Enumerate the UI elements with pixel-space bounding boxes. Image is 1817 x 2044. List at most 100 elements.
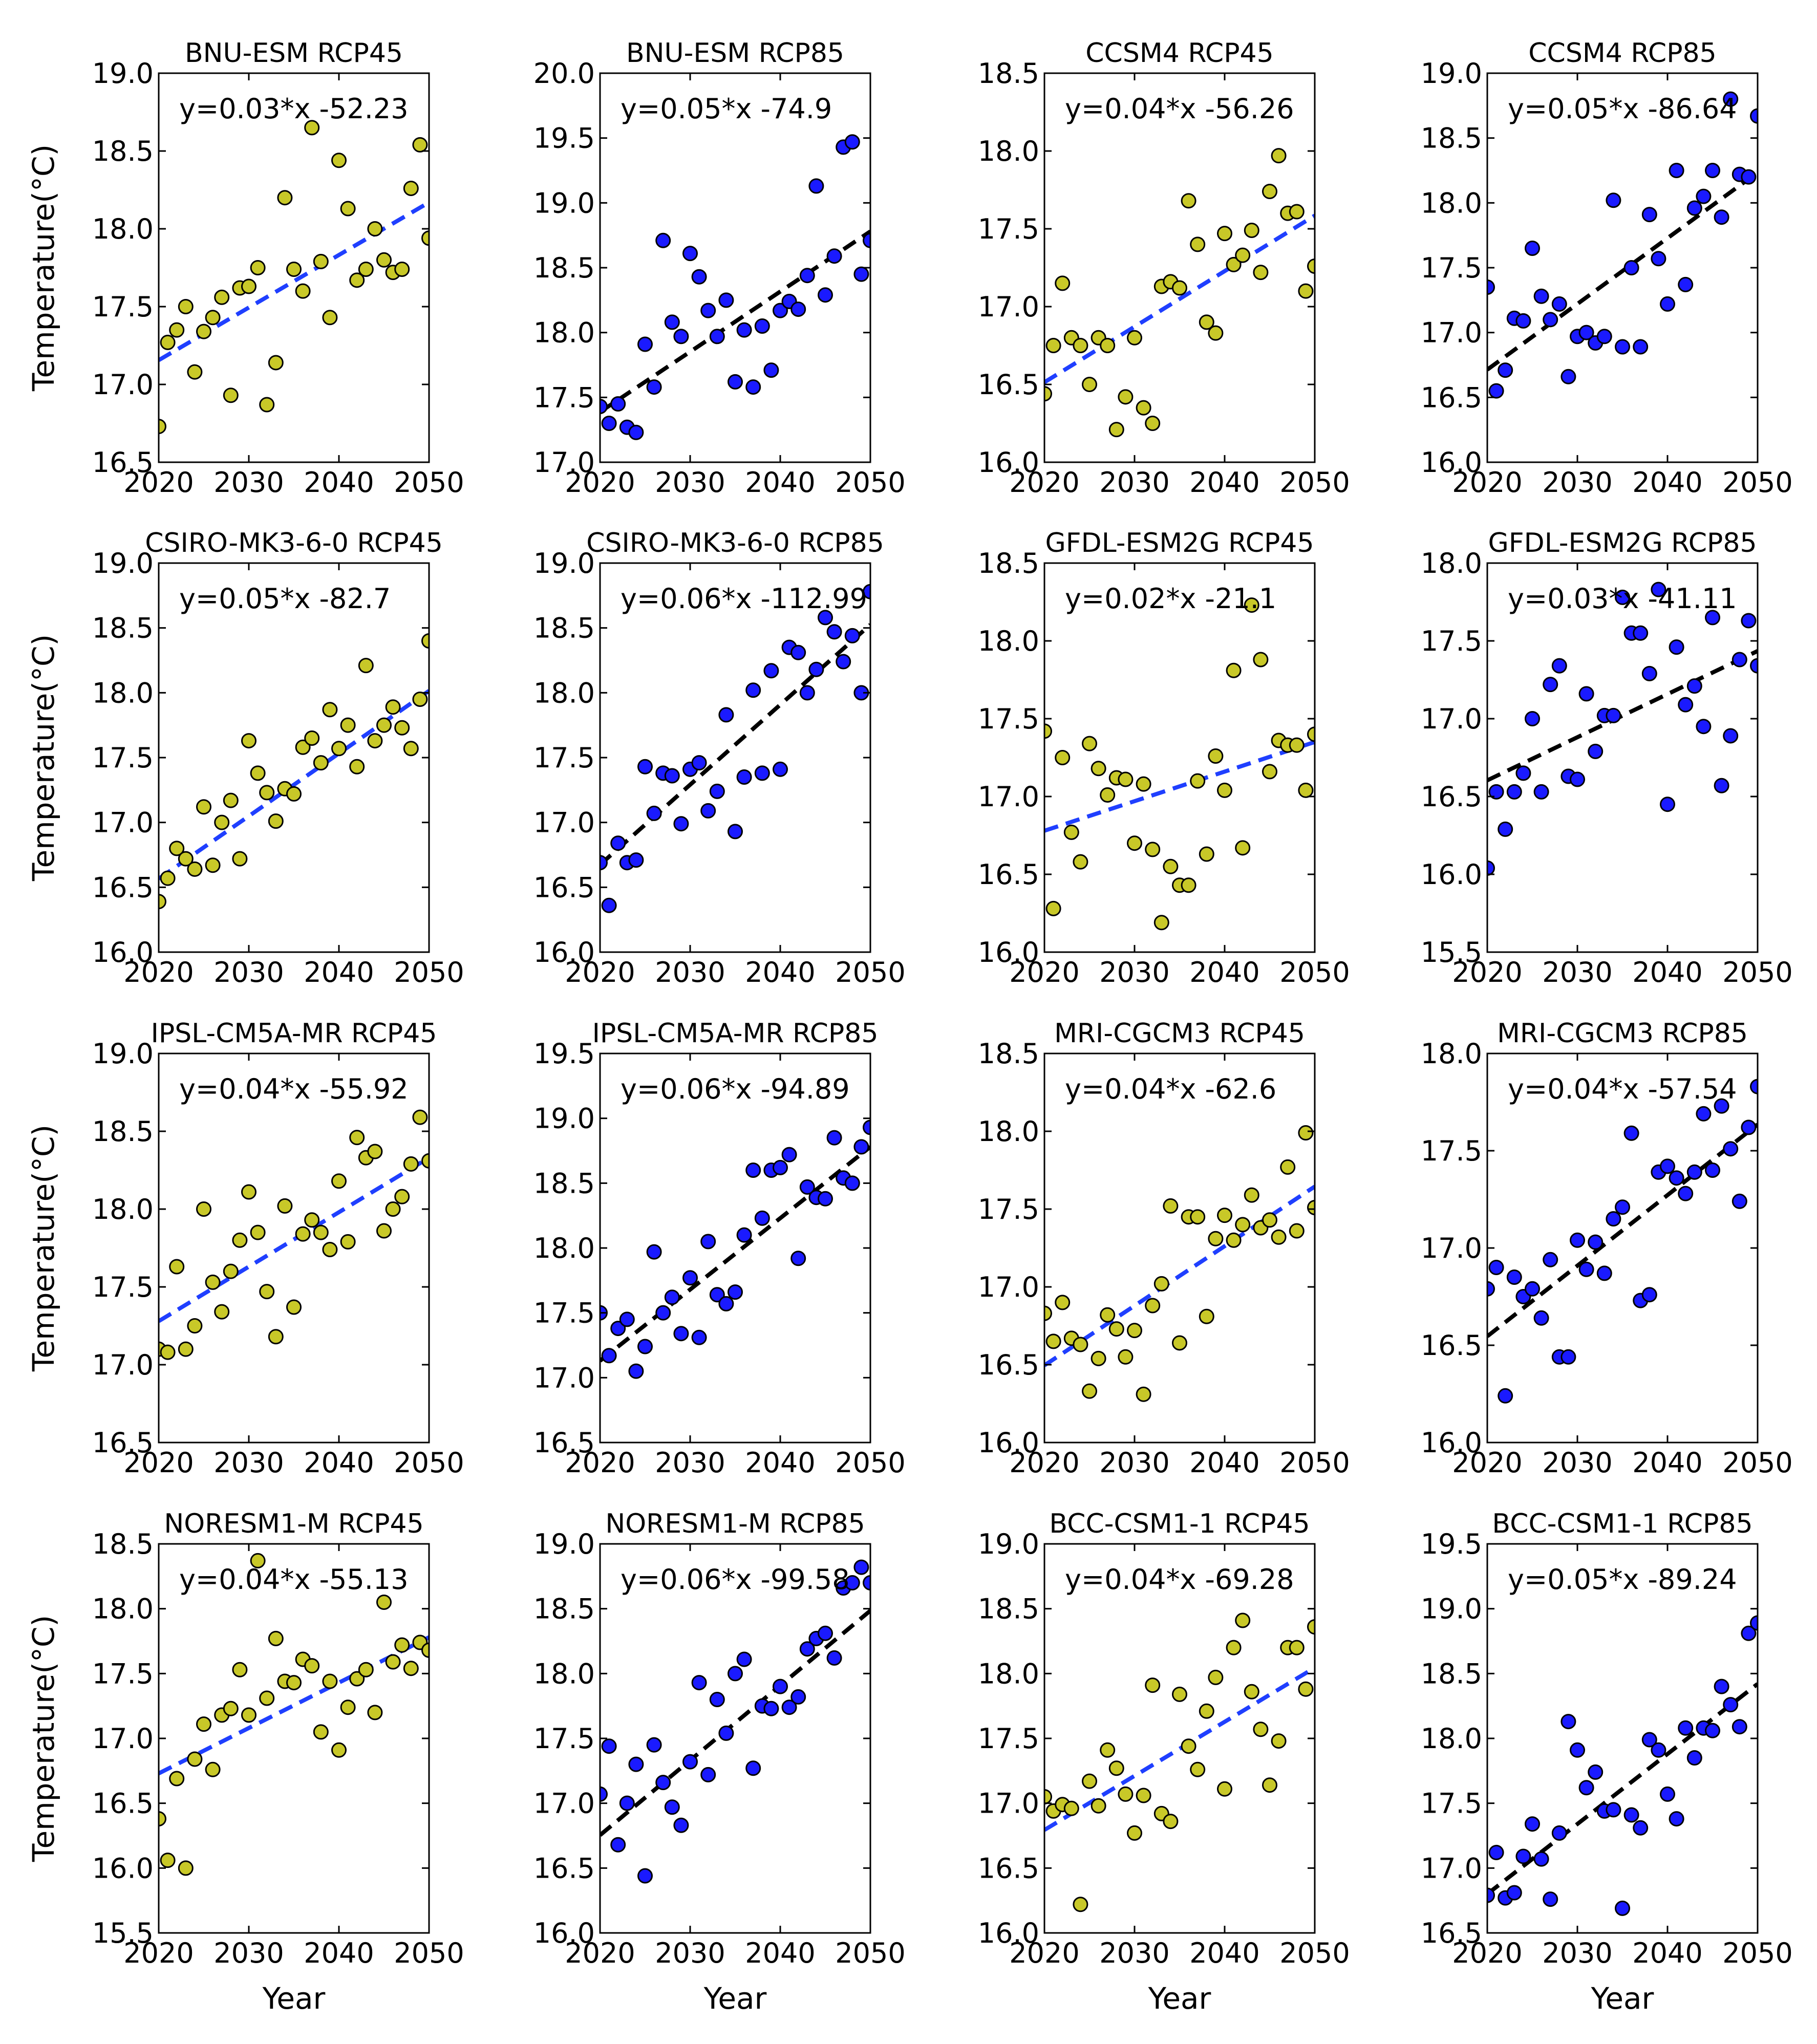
data-point [1145, 1677, 1161, 1693]
x-tick-label: 2040 [745, 1447, 815, 1479]
data-point [1208, 748, 1224, 764]
data-point [1298, 1125, 1314, 1141]
x-tick-label: 2050 [1722, 956, 1792, 988]
regression-equation: y=0.05*x -82.7 [179, 583, 391, 615]
data-point [1100, 338, 1116, 353]
data-point [1498, 1388, 1513, 1404]
data-point [1244, 1684, 1259, 1699]
data-point [1199, 1308, 1214, 1324]
x-tick-label: 2050 [835, 1447, 905, 1479]
subplot-12: MRI-CGCM3 RCP85 2020 2030 2040 2050 16.0 16.5 1… [1421, 1018, 1793, 1479]
data-point [844, 134, 860, 150]
data-point [700, 1767, 716, 1782]
data-point [1118, 1786, 1134, 1802]
data-point [1498, 821, 1513, 837]
data-point [808, 178, 824, 194]
x-tick-label: 2020 [123, 466, 194, 499]
data-point [241, 1184, 256, 1200]
x-tick-label: 2040 [304, 466, 374, 499]
data-point [818, 1191, 833, 1207]
data-point [781, 1699, 797, 1715]
data-point [853, 1139, 869, 1155]
y-tick-label: 18.5 [92, 612, 154, 644]
data-point [1506, 784, 1522, 800]
data-point [1543, 1891, 1558, 1907]
data-point [1570, 1742, 1585, 1758]
data-point [1108, 1321, 1124, 1337]
y-tick-label: 19.0 [1421, 57, 1482, 90]
data-points [600, 134, 870, 440]
data-point [826, 1650, 842, 1666]
data-point [853, 266, 869, 282]
y-tick-label: 18.5 [533, 1593, 595, 1625]
x-tick-label: 2030 [1542, 1447, 1612, 1479]
x-tick-label: 2050 [835, 1937, 905, 1969]
x-tick-label: 2050 [1279, 956, 1350, 988]
subplot-title: IPSL-CM5A-MR RCP85 [592, 1018, 879, 1049]
x-tick-label: 2020 [1452, 1937, 1522, 1969]
data-point [1136, 1788, 1151, 1803]
x-tick-label: 2050 [394, 466, 464, 499]
y-tick-label: 15.5 [92, 1917, 154, 1949]
subplot-14: NORESM1-M RCP85 2020 2030 2040 2050 16.0 16.5 1… [533, 1509, 906, 2016]
data-point [1714, 1098, 1729, 1114]
data-point [160, 1853, 176, 1868]
x-axis-label: Year [262, 1981, 326, 2016]
data-point [367, 1705, 383, 1720]
data-point [1651, 582, 1666, 597]
regression-equation: y=0.04*x -56.26 [1065, 93, 1294, 125]
trend-line [1487, 1123, 1758, 1338]
data-point [1118, 771, 1134, 787]
data-point [863, 584, 870, 599]
y-tick-label: 18.5 [533, 1167, 595, 1199]
x-tick-label: 2040 [1189, 1937, 1259, 1969]
data-points [1044, 1612, 1315, 1912]
y-tick-label: 19.5 [533, 1038, 595, 1070]
data-point [826, 624, 842, 640]
regression-equation: y=0.02*x -21.1 [1065, 583, 1276, 615]
data-point [1487, 860, 1495, 876]
data-point [421, 633, 429, 649]
data-point [1750, 658, 1758, 674]
x-tick-label: 2030 [1099, 466, 1169, 499]
data-point [1181, 1738, 1196, 1754]
data-point [421, 230, 429, 246]
subplot-9: IPSL-CM5A-MR RCP45 2020 2030 2040 2050 16.5 17… [26, 1018, 464, 1479]
data-point [799, 1641, 815, 1657]
data-point [1262, 1777, 1277, 1793]
data-point [773, 1679, 788, 1694]
data-point [728, 1666, 743, 1682]
data-point [169, 841, 185, 856]
data-point [268, 1329, 284, 1345]
data-point [1588, 1764, 1604, 1780]
x-tick-label: 2040 [1189, 1447, 1259, 1479]
data-point [1082, 1383, 1097, 1399]
data-point [1118, 1349, 1134, 1365]
y-tick-label: 17.0 [1421, 1232, 1482, 1264]
y-tick-label: 16.5 [92, 1427, 154, 1459]
data-point [349, 1130, 365, 1146]
data-point [619, 1795, 635, 1811]
data-point [709, 1287, 725, 1303]
data-point [1253, 652, 1269, 668]
data-point [863, 232, 870, 248]
plot-frame [1043, 1052, 1316, 1444]
subplot-title: GFDL-ESM2G RCP85 [1488, 528, 1757, 558]
subplot-title: BCC-CSM1-1 RCP45 [1049, 1509, 1310, 1539]
data-point [178, 1341, 194, 1357]
data-point [1145, 1298, 1161, 1314]
data-point [1244, 223, 1259, 239]
y-tick-label: 18.0 [978, 1658, 1039, 1690]
y-tick-label: 17.0 [533, 807, 595, 839]
y-tick-label: 17.0 [1421, 1852, 1482, 1884]
y-tick-label: 19.5 [1421, 1528, 1482, 1560]
data-point [178, 299, 194, 314]
data-point [1623, 1125, 1639, 1141]
data-point [286, 262, 302, 277]
y-tick-label: 16.5 [533, 871, 595, 903]
data-point [1705, 1723, 1720, 1738]
data-point [1271, 148, 1287, 164]
data-point [1055, 750, 1071, 765]
data-point [1723, 728, 1739, 744]
x-tick-label: 2020 [1452, 1447, 1522, 1479]
